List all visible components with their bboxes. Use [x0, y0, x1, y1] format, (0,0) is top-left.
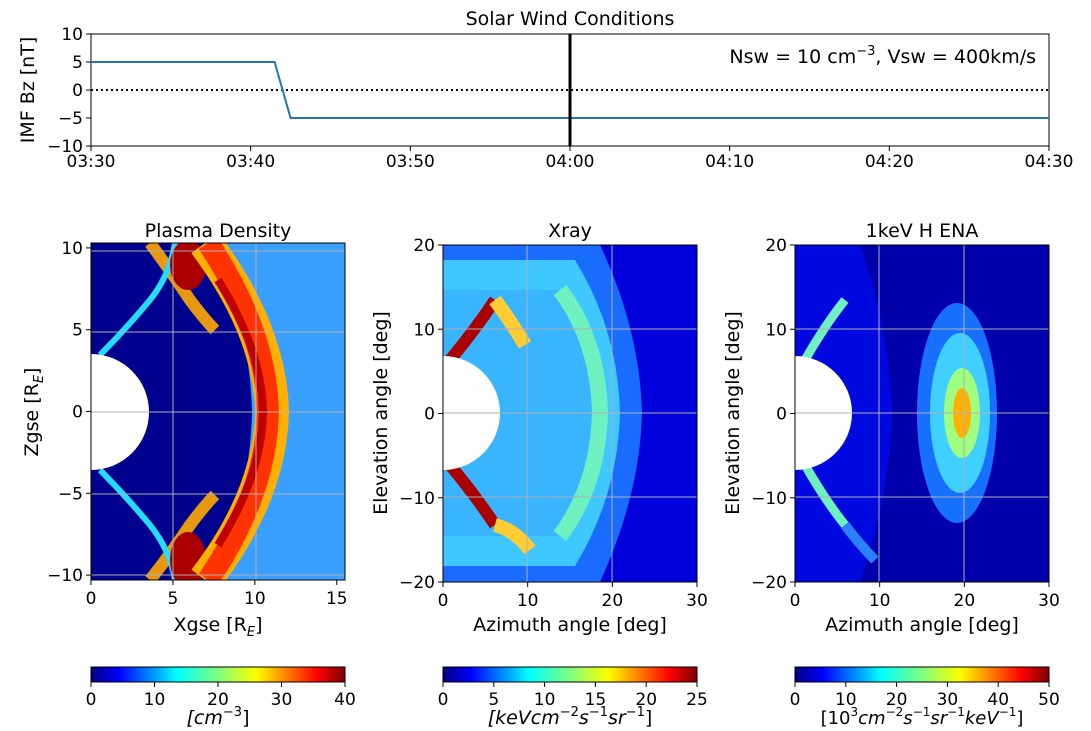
y-tick-label: 5	[72, 53, 83, 73]
colorbar-tick-label: 30	[937, 690, 959, 710]
xray-panel: Xray 0 10 20 30 20 10 0 −10 −20 Azimuth angle [d…	[370, 220, 708, 636]
axis-ticks: 0 10 20 30 20 10 0 −10 −20	[751, 236, 1060, 611]
series-group	[91, 34, 1049, 146]
colorbar-tick-label: 10	[144, 690, 166, 710]
colorbar-label: [cm−3]	[187, 705, 250, 729]
x-axis-label: Azimuth angle [deg]	[825, 614, 1019, 636]
y-axis-label: Elevation angle [deg]	[722, 311, 744, 515]
colorbar-tick-label: 20	[886, 690, 908, 710]
colorbar-ticks: 0 5 10 15 20 25	[438, 682, 708, 710]
x-tick-label: 03:50	[386, 152, 435, 172]
x-axis: 03:30 03:40 03:50 04:00 04:10 04:20 04:30	[67, 146, 1074, 172]
x-tick-label: 04:30	[1025, 152, 1074, 172]
colorbar-tick-label: 30	[271, 690, 293, 710]
colorbar-tick-label: 40	[334, 690, 356, 710]
y-tick-label: 5	[72, 321, 83, 341]
colorbar-xray: 0 5 10 15 20 25 [keVcm−2s−1sr−1]	[438, 666, 708, 729]
y-axis-label: IMF Bz [nT]	[17, 37, 39, 144]
colorbar-tick-label: 20	[207, 690, 229, 710]
colorbar-tick-label: 40	[987, 690, 1009, 710]
x-tick-label: 10	[869, 591, 891, 611]
x-tick-label: 30	[1038, 591, 1060, 611]
x-tick-label: 15	[326, 589, 348, 609]
y-tick-label: −10	[751, 489, 787, 509]
panel-title: Xray	[548, 220, 592, 242]
panel-title: Plasma Density	[145, 220, 292, 242]
colorbar-ticks: 0 10 20 30 40	[86, 682, 356, 710]
y-tick-label: 10	[61, 239, 83, 259]
y-tick-label: 20	[413, 236, 435, 256]
x-tick-label: 20	[602, 591, 624, 611]
y-tick-label: −5	[58, 484, 83, 504]
y-tick-label: −5	[58, 109, 83, 129]
plasma-density-panel: Plasma Density	[21, 220, 348, 640]
y-tick-label: 0	[72, 403, 83, 423]
x-tick-label: 5	[168, 589, 179, 609]
x-tick-label: 04:20	[865, 152, 914, 172]
colorbar-ena: 0 10 20 30 40 50 [103cm−2s−1sr−1keV−1]	[790, 666, 1060, 729]
y-tick-label: −20	[399, 573, 435, 593]
y-tick-label: 10	[61, 25, 83, 45]
colorbar-label: [103cm−2s−1sr−1keV−1]	[821, 705, 1024, 729]
x-tick-label: 04:00	[546, 152, 595, 172]
ena-image	[795, 245, 1049, 582]
colorbar-ticks: 0 10 20 30 40 50	[790, 682, 1060, 710]
y-tick-label: 20	[765, 236, 787, 256]
x-tick-label: 03:40	[226, 152, 275, 172]
x-tick-label: 20	[954, 591, 976, 611]
x-tick-label: 0	[86, 589, 97, 609]
x-tick-label: 10	[244, 589, 266, 609]
colorbar-tick-label: 50	[1038, 690, 1060, 710]
y-tick-label: 10	[413, 320, 435, 340]
y-axis-label: Zgse [RE]	[21, 368, 47, 457]
chart-title: Solar Wind Conditions	[466, 8, 675, 30]
y-tick-label: −10	[399, 489, 435, 509]
panel-title: 1keV H ENA	[866, 220, 979, 242]
x-axis-label: Azimuth angle [deg]	[473, 614, 667, 636]
x-tick-label: 0	[790, 591, 801, 611]
colorbar-tick-label: 10	[835, 690, 857, 710]
x-tick-label: 30	[686, 591, 708, 611]
colorbar-tick-label: 0	[86, 690, 97, 710]
y-tick-label: 0	[776, 405, 787, 425]
y-tick-label: 0	[72, 81, 83, 101]
colorbar-tick-label: 5	[488, 690, 499, 710]
y-tick-label: −10	[47, 566, 83, 586]
y-axis-label: Elevation angle [deg]	[370, 311, 392, 515]
x-axis-label: Xgse [RE]	[174, 614, 263, 640]
bz-series-line	[91, 61, 1049, 119]
density-image	[91, 243, 345, 580]
colorbar-tick-label: 10	[534, 690, 556, 710]
colorbar-label: [keVcm−2s−1sr−1]	[488, 705, 653, 729]
conditions-annotation: Nsw = 10 cm−3, Vsw = 400km/s	[729, 44, 1036, 68]
y-tick-label: −20	[751, 573, 787, 593]
axis-ticks: 0 10 20 30 20 10 0 −10 −20	[399, 236, 708, 611]
y-tick-label: 0	[424, 405, 435, 425]
colorbar-tick-label: 15	[585, 690, 607, 710]
colorbar-tick-label: 20	[635, 690, 657, 710]
colorbar-tick-label: 0	[790, 690, 801, 710]
colorbar-density: 0 10 20 30 40 [cm−3]	[86, 666, 356, 729]
y-axis: 10 5 0 −5 −10	[47, 25, 91, 157]
x-tick-label: 10	[517, 591, 539, 611]
axis-ticks: 0 5 10 15 10 5 0 −5 −10	[47, 239, 348, 609]
xray-image	[443, 245, 697, 582]
x-tick-label: 04:10	[705, 152, 754, 172]
ena-panel: 1keV H ENA 0 10 20 30 20 10 0 −10 −20 Azimuth an…	[722, 220, 1060, 636]
colorbar-tick-label: 0	[438, 690, 449, 710]
x-tick-label: 0	[438, 591, 449, 611]
colorbar-tick-label: 25	[686, 690, 708, 710]
x-tick-label: 03:30	[67, 152, 116, 172]
y-tick-label: 10	[765, 320, 787, 340]
y-tick-label: −10	[47, 137, 83, 157]
